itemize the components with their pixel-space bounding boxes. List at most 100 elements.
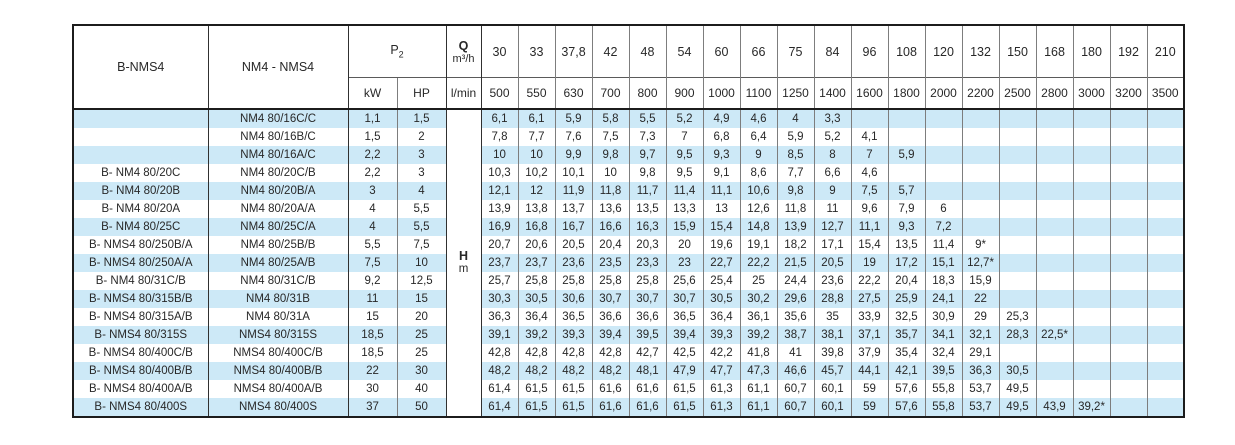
- head-value-cell: 6,4: [739, 128, 777, 146]
- head-value-cell: 5,2: [665, 109, 703, 128]
- kw-cell: 1,1: [347, 109, 397, 128]
- head-value-cell: [1146, 272, 1184, 290]
- flow-header-m3h: 150: [998, 25, 1036, 78]
- head-value-cell: [961, 146, 999, 164]
- head-value-cell: [1072, 200, 1110, 218]
- head-value-cell: [887, 128, 925, 146]
- head-value-cell: [1146, 109, 1184, 128]
- head-value-cell: [1109, 380, 1147, 398]
- head-value-cell: [998, 128, 1036, 146]
- table-row: NM4 80/16B/C 1,5 2 7,8 7,7 7,6 7,5 7,3 7 6,8 6,4 5,…: [73, 128, 1184, 146]
- head-value-cell: 60,7: [776, 398, 814, 417]
- head-value-cell: 10,1: [554, 164, 592, 182]
- flow-header-lmin: 500: [480, 77, 518, 110]
- head-value-cell: 9,8: [591, 146, 629, 164]
- kw-cell: 30: [347, 380, 397, 398]
- head-value-cell: 49,5: [998, 398, 1036, 417]
- head-value-cell: 7,7: [776, 164, 814, 182]
- head-value-cell: 39,5: [924, 362, 962, 380]
- b-model-cell: B- NMS4 80/400B/B: [73, 362, 208, 380]
- b-model-cell: B- NMS4 80/315S: [73, 326, 208, 344]
- flow-header-lmin: 900: [665, 77, 703, 110]
- head-value-cell: [1146, 128, 1184, 146]
- head-value-cell: [1109, 290, 1147, 308]
- kw-cell: 1,5: [347, 128, 397, 146]
- head-value-cell: 30,7: [665, 290, 703, 308]
- head-value-cell: [1072, 236, 1110, 254]
- head-value-cell: 15,9: [665, 218, 703, 236]
- flow-header-lmin: 2800: [1035, 77, 1073, 110]
- model-cell: NMS4 80/400B/B: [207, 362, 348, 380]
- kw-cell: 4: [347, 200, 397, 218]
- head-value-cell: 42,8: [480, 344, 518, 362]
- head-value-cell: [887, 164, 925, 182]
- head-value-cell: 7,9: [887, 200, 925, 218]
- head-value-cell: 9,7: [628, 146, 666, 164]
- b-model-cell: [73, 128, 208, 146]
- head-value-cell: [1035, 146, 1073, 164]
- head-value-cell: 14,8: [739, 218, 777, 236]
- kw-cell: 2,2: [347, 146, 397, 164]
- head-value-cell: 6,6: [813, 164, 851, 182]
- hp-cell: 25: [396, 344, 446, 362]
- head-value-cell: 11,1: [702, 182, 740, 200]
- model-cell: NM4 80/20C/B: [207, 164, 348, 182]
- head-value-cell: 61,5: [554, 380, 592, 398]
- head-value-cell: 10,2: [517, 164, 555, 182]
- head-value-cell: 61,6: [628, 380, 666, 398]
- head-value-cell: 61,3: [702, 380, 740, 398]
- p2-label: P: [390, 43, 399, 58]
- head-value-cell: 39,3: [702, 326, 740, 344]
- head-value-cell: 27,5: [850, 290, 888, 308]
- head-value-cell: [924, 164, 962, 182]
- head-value-cell: [1072, 109, 1110, 128]
- table-row: B- NMS4 80/315B/B NM4 80/31B 11 15 30,3 30,5 3…: [73, 290, 1184, 308]
- table-row: B- NMS4 80/315A/B NM4 80/31A 15 20 36,3 36,4 3…: [73, 308, 1184, 326]
- head-value-cell: [887, 109, 925, 128]
- kw-cell: 15: [347, 308, 397, 326]
- head-value-cell: [850, 109, 888, 128]
- head-value-cell: 48,2: [591, 362, 629, 380]
- head-value-cell: [998, 109, 1036, 128]
- head-value-cell: 9,5: [665, 146, 703, 164]
- head-value-cell: 5,2: [813, 128, 851, 146]
- head-value-cell: 61,4: [480, 398, 518, 417]
- head-value-cell: 25,8: [628, 272, 666, 290]
- kw-cell: 5,5: [347, 236, 397, 254]
- head-value-cell: 12,6: [739, 200, 777, 218]
- head-value-cell: 12,7: [813, 218, 851, 236]
- head-value-cell: [961, 200, 999, 218]
- head-value-cell: [1109, 254, 1147, 272]
- head-value-cell: 25,8: [591, 272, 629, 290]
- head-value-cell: 38,7: [776, 326, 814, 344]
- flow-header-lmin: 1100: [739, 77, 777, 110]
- head-value-cell: [1146, 380, 1184, 398]
- head-value-cell: 13: [702, 200, 740, 218]
- head-value-cell: [1035, 182, 1073, 200]
- head-value-cell: 5,8: [591, 109, 629, 128]
- head-value-cell: 15,4: [702, 218, 740, 236]
- head-value-cell: 10: [517, 146, 555, 164]
- head-value-cell: [961, 218, 999, 236]
- head-value-cell: 46,6: [776, 362, 814, 380]
- head-value-cell: 7,7: [517, 128, 555, 146]
- head-value-cell: 23,7: [480, 254, 518, 272]
- head-value-cell: 7: [850, 146, 888, 164]
- b-model-cell: B- NM4 80/25C: [73, 218, 208, 236]
- head-value-cell: 15,4: [850, 236, 888, 254]
- head-value-cell: 36,4: [517, 308, 555, 326]
- head-value-cell: 11,9: [554, 182, 592, 200]
- head-value-cell: 4,6: [739, 109, 777, 128]
- head-value-cell: 8,6: [739, 164, 777, 182]
- col-header-hp: HP: [396, 77, 446, 110]
- hp-cell: 20: [396, 308, 446, 326]
- head-value-cell: [1072, 164, 1110, 182]
- head-value-cell: 53,7: [961, 398, 999, 417]
- hp-cell: 12,5: [396, 272, 446, 290]
- head-value-cell: [1109, 362, 1147, 380]
- head-value-cell: [998, 344, 1036, 362]
- head-value-cell: 5,9: [776, 128, 814, 146]
- head-value-cell: 42,8: [517, 344, 555, 362]
- b-model-cell: [73, 146, 208, 164]
